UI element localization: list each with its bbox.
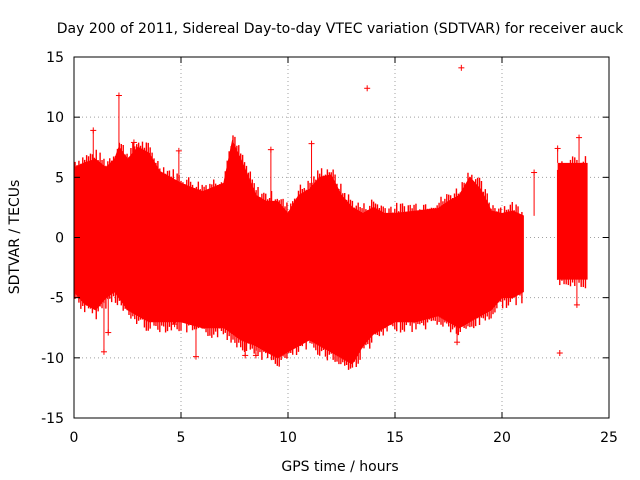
y-tick-label: -15	[41, 411, 64, 427]
x-tick-label: 15	[386, 430, 404, 446]
axis-ticks: 0 5 10 15 20 25 -15 -10 -5 0 5 10 15	[41, 50, 618, 446]
y-axis-title: SDTVAR / TECUs	[7, 180, 23, 295]
x-tick-label: 20	[493, 430, 511, 446]
x-tick-label: 10	[279, 430, 297, 446]
y-tick-label: 10	[46, 110, 64, 126]
data-envelope-late	[557, 162, 588, 280]
x-tick-label: 0	[70, 430, 79, 446]
y-tick-label: -10	[41, 351, 64, 367]
chart-title: Day 200 of 2011, Sidereal Day-to-day VTE…	[57, 21, 624, 37]
x-tick-label: 25	[600, 430, 618, 446]
y-tick-label: -5	[50, 291, 64, 307]
x-axis-title: GPS time / hours	[281, 459, 398, 475]
y-tick-label: 5	[55, 170, 64, 186]
outlier-markers	[90, 64, 583, 360]
x-tick-label: 5	[177, 430, 186, 446]
y-tick-label: 15	[46, 50, 64, 66]
data-series	[73, 64, 588, 370]
y-tick-label: 0	[55, 231, 64, 247]
